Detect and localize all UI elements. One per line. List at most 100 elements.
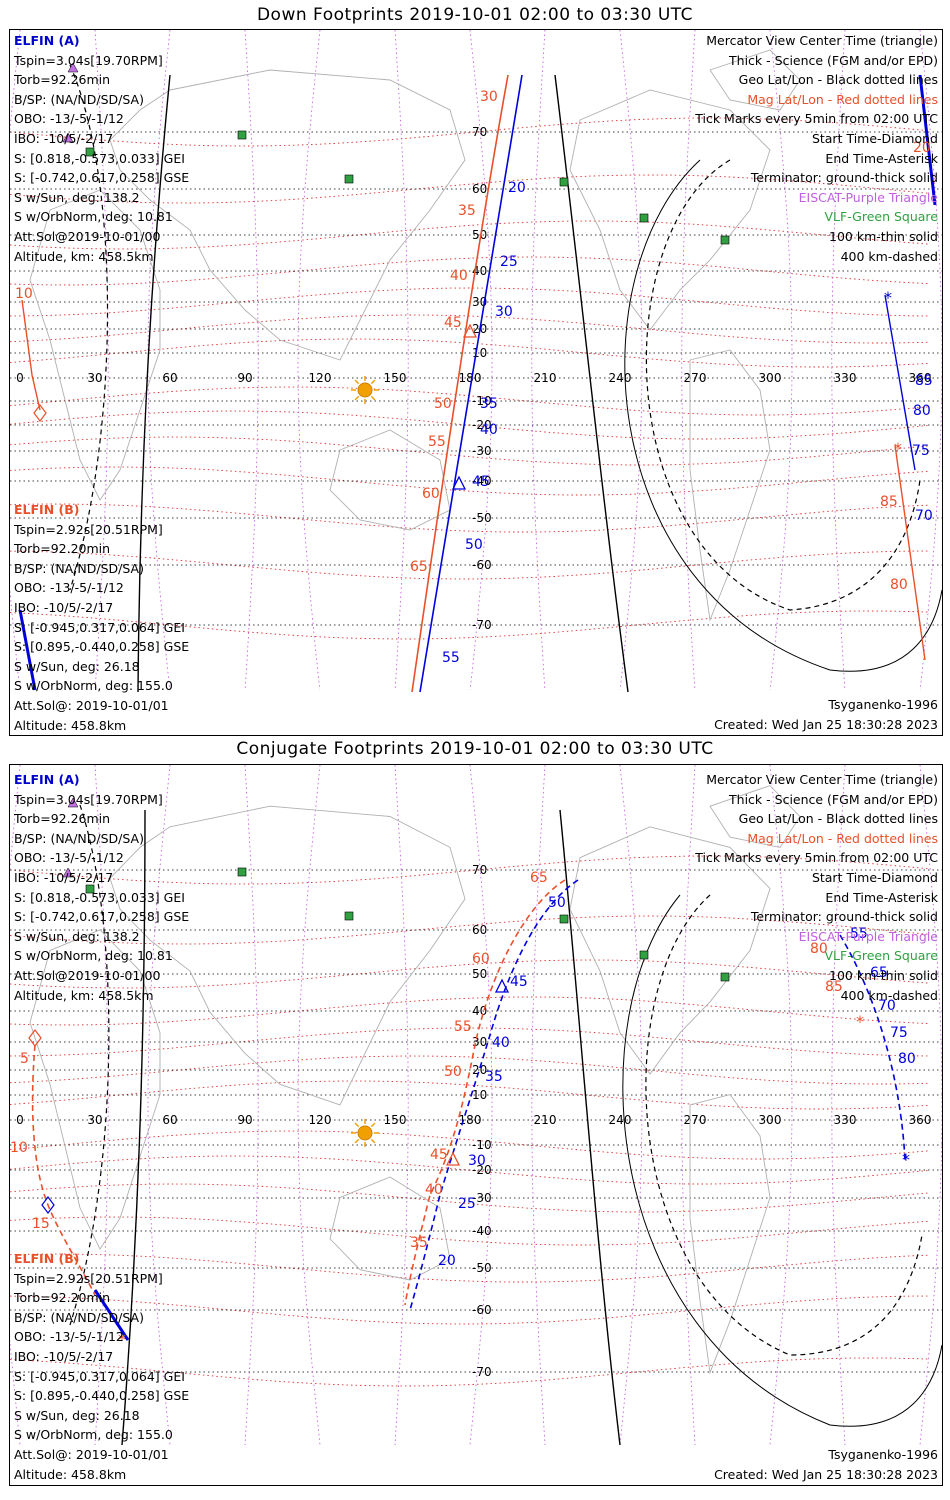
latitude-tick-label: 10 bbox=[472, 1088, 487, 1102]
elfin-a-line: B/SP: (NA/ND/SD/SA) bbox=[14, 91, 144, 107]
mag-latitude-line bbox=[10, 550, 931, 580]
elfin-b-time-label: 20 bbox=[913, 140, 931, 156]
sun-ray bbox=[354, 1122, 360, 1128]
sun-ray bbox=[370, 379, 376, 385]
coastline bbox=[29, 929, 161, 1251]
end-time-asterisk: * bbox=[118, 1330, 126, 1349]
elfin-a-line: Torb=92.26min bbox=[14, 811, 111, 827]
mag-meridian-line bbox=[147, 765, 171, 1446]
latitude-tick-label: 60 bbox=[472, 923, 487, 937]
elfin-b-time-label: 15 bbox=[32, 1216, 50, 1232]
vlf-station-icon bbox=[237, 130, 247, 140]
vlf-station-icon bbox=[559, 914, 569, 924]
elfin-a-line: Att.Sol@2019-10-01/00 bbox=[14, 228, 161, 244]
elfin-b-line: Tspin=2.92s[20.51RPM] bbox=[14, 1270, 163, 1286]
sun-icon bbox=[357, 1125, 373, 1141]
model-name: Tsyganenko-1996 bbox=[828, 1447, 938, 1462]
legend: Mercator View Center Time (triangle) Thi… bbox=[695, 770, 938, 1005]
coastline bbox=[569, 89, 771, 331]
elfin-b-time-label: 35 bbox=[410, 1235, 428, 1251]
legend-item: VLF-Green Square bbox=[824, 209, 938, 225]
elfin-a-line: S w/OrbNorm, deg: 10.81 bbox=[14, 948, 173, 964]
mag-latitude-line bbox=[10, 1080, 931, 1110]
coastline bbox=[109, 69, 466, 361]
sun-ray bbox=[354, 379, 360, 385]
elfin-a-info: ELFIN (A) Tspin=3.04s[19.70RPM] Torb=92.… bbox=[14, 31, 189, 266]
elfin-a-line: S w/Sun, deg: 138.2 bbox=[14, 189, 140, 205]
elfin-b-line: Torb=92.20min bbox=[14, 541, 111, 557]
elfin-a-time-label: 45 bbox=[510, 974, 528, 990]
terminator-line bbox=[137, 74, 171, 693]
coastline bbox=[709, 785, 801, 848]
latitude-tick-label: -40 bbox=[472, 474, 492, 488]
elfin-a-track bbox=[884, 294, 916, 471]
mag-latitude-line bbox=[10, 256, 931, 286]
elfin-b-time-label: 40 bbox=[450, 268, 468, 284]
elfin-a-line: OBO: -13/-5/-1/12 bbox=[14, 111, 124, 127]
elfin-a-line: S: [-0.742,0.617,0.258] GSE bbox=[14, 909, 190, 925]
elfin-a-time-label: 30 bbox=[495, 304, 513, 320]
legend-item: EISCAT-Purple Triangle bbox=[798, 928, 938, 944]
latitude-tick-label: -40 bbox=[472, 1224, 492, 1238]
latitude-tick-label: -70 bbox=[472, 618, 492, 632]
mag-latitude-line bbox=[10, 915, 931, 945]
start-time-diamond bbox=[33, 404, 47, 422]
latitude-tick-label: -50 bbox=[472, 1261, 492, 1275]
start-time-diamond bbox=[28, 1029, 42, 1047]
elfin-a-time-label: 40 bbox=[492, 1035, 510, 1051]
mag-meridian-line bbox=[531, 30, 546, 691]
elfin-a-line: OBO: -13/-5/-1/12 bbox=[14, 850, 124, 866]
mag-latitude-line bbox=[10, 314, 931, 344]
mag-meridian-line bbox=[831, 765, 846, 1446]
longitude-tick-label: 180 bbox=[459, 371, 482, 385]
mag-latitude-line bbox=[10, 338, 931, 368]
latitude-tick-label: 70 bbox=[472, 863, 487, 877]
elfin-a-time-label: 20 bbox=[438, 1253, 456, 1269]
elfin-a-line: Altitude, km: 458.5km bbox=[14, 248, 154, 264]
coastline bbox=[329, 1176, 451, 1281]
elfin-b-time-label: 65 bbox=[530, 870, 548, 886]
mag-latitude-line bbox=[10, 1155, 931, 1185]
legend-item: Start Time-Diamond bbox=[811, 869, 938, 885]
mag-latitude-line bbox=[10, 610, 931, 640]
sun-ray bbox=[370, 1138, 376, 1144]
vlf-station-icon bbox=[639, 213, 649, 223]
elfin-a-time-label: 35 bbox=[480, 396, 498, 412]
mag-latitude-line bbox=[10, 1027, 931, 1057]
elfin-a-science-segment bbox=[18, 609, 37, 691]
latitude-tick-label: 50 bbox=[472, 228, 487, 242]
elfin-a-line: B/SP: (NA/ND/SD/SA) bbox=[14, 830, 144, 846]
elfin-a-line: Tspin=3.04s[19.70RPM] bbox=[14, 791, 163, 807]
elfin-a-line: Torb=92.26min bbox=[14, 72, 111, 88]
mag-latitude-line bbox=[10, 1253, 931, 1283]
elfin-b-time-label: 85 bbox=[880, 494, 898, 510]
elfin-a-line: IBO: -10/5/-2/17 bbox=[14, 869, 114, 885]
elfin-a-time-label: 35 bbox=[485, 1069, 503, 1085]
elfin-b-label: ELFIN (B) bbox=[14, 502, 80, 517]
longitude-tick-label: 270 bbox=[684, 371, 707, 385]
longitude-tick-label: 60 bbox=[162, 371, 177, 385]
footer: Tsyganenko-1996 Created: Wed Jan 25 18:3… bbox=[714, 695, 938, 734]
mag-latitude-line bbox=[10, 1216, 931, 1246]
end-time-asterisk: * bbox=[894, 439, 902, 458]
elfin-b-line: S: [0.895,-0.440,0.258] GSE bbox=[14, 639, 190, 655]
mag-meridian-line bbox=[681, 30, 696, 691]
coastline bbox=[689, 349, 771, 622]
mag-latitude-line bbox=[10, 996, 931, 1026]
legend-item: 100 km-thin solid bbox=[829, 967, 938, 983]
mag-meridian-line bbox=[681, 765, 696, 1446]
vlf-station-icon bbox=[344, 174, 354, 184]
elfin-b-time-label: 45 bbox=[430, 1147, 448, 1163]
elfin-a-time-label: 70 bbox=[878, 998, 896, 1014]
longitude-tick-label: 90 bbox=[237, 1113, 252, 1127]
elfin-a-science-segment bbox=[918, 74, 937, 206]
elfin-a-line: Att.Sol@2019-10-01/00 bbox=[14, 967, 161, 983]
latitude-tick-label: 70 bbox=[472, 125, 487, 139]
sun-ray bbox=[354, 1138, 360, 1144]
legend-item: VLF-Green Square bbox=[824, 948, 938, 964]
elfin-b-time-label: 10 bbox=[10, 1140, 28, 1156]
elfin-b-time-label: 50 bbox=[434, 396, 452, 412]
latitude-tick-label: -60 bbox=[472, 1303, 492, 1317]
elfin-b-track bbox=[411, 74, 509, 693]
mag-meridian-line bbox=[394, 765, 409, 1446]
